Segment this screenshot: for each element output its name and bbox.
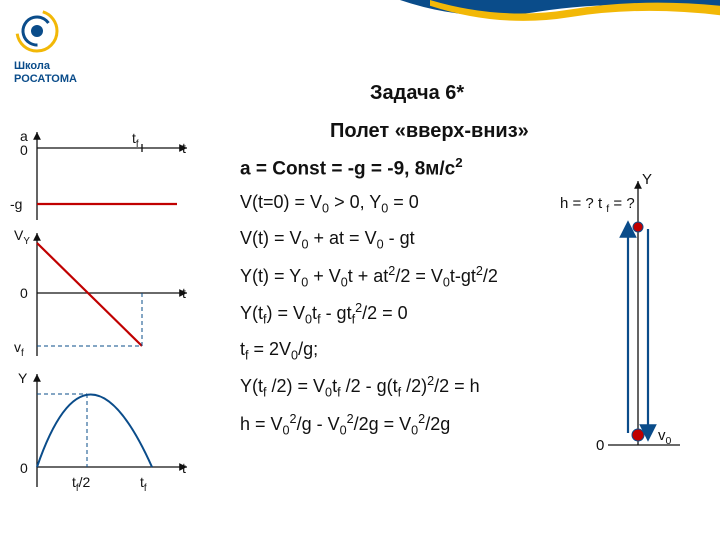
- traj-zero: 0: [596, 437, 604, 454]
- traj-v0: v0: [658, 427, 671, 447]
- chart-y-tf: tf: [140, 474, 147, 494]
- equations-block: a = Const = -g = -9, 8м/с2 V(t=0) = V0 >…: [240, 155, 498, 449]
- eq-8: h = V02/g - V02/2g = V02/2g: [240, 412, 498, 438]
- chart-velocity: VY 0 vf t: [22, 231, 212, 366]
- chart-position: Y 0 t tf/2 tf: [22, 372, 212, 497]
- charts-column: a 0 -g tf t VY 0 vf t: [22, 130, 212, 497]
- chart-a-svg: [22, 130, 192, 225]
- problem-title: Задача 6*: [370, 82, 464, 105]
- problem-subtitle: Полет «вверх-вниз»: [330, 120, 529, 143]
- logo-text-top: Школа: [14, 61, 104, 72]
- eq-4: Y(t) = Y0 + V0t + at2/2 = V0t-gt2/2: [240, 264, 498, 290]
- trajectory-diagram: Y h = ? t f = ? v0 0: [550, 175, 690, 485]
- chart-a-zero: 0: [20, 142, 28, 158]
- eq-1: a = Const = -g = -9, 8м/с2: [240, 155, 498, 180]
- chart-v-ylabel: VY: [14, 227, 30, 247]
- logo-text-bottom: РОСАТОМА: [14, 74, 104, 85]
- chart-y-zero: 0: [20, 460, 28, 476]
- chart-a-t: t: [182, 140, 186, 156]
- logo: Школа РОСАТОМА: [14, 8, 104, 85]
- eq-2: V(t=0) = V0 > 0, Y0 = 0: [240, 192, 498, 216]
- eq-5: Y(tf) = V0tf - gtf2/2 = 0: [240, 301, 498, 327]
- traj-ylabel: Y: [642, 171, 652, 188]
- chart-y-svg: [22, 372, 192, 492]
- chart-v-vf: vf: [14, 339, 24, 359]
- chart-y-tf2: tf/2: [72, 474, 90, 494]
- chart-v-t: t: [182, 285, 186, 301]
- logo-swirl-icon: [14, 8, 60, 54]
- header-stripe: [0, 0, 720, 38]
- chart-v-svg: [22, 231, 192, 361]
- traj-question: h = ? t f = ?: [560, 195, 635, 215]
- chart-y-ylabel: Y: [18, 370, 27, 386]
- eq-6: tf = 2V0/g;: [240, 339, 498, 363]
- chart-a-tf: tf: [132, 130, 139, 150]
- chart-a-negg: -g: [10, 196, 22, 212]
- eq-3: V(t) = V0 + at = V0 - gt: [240, 228, 498, 252]
- eq-7: Y(tf /2) = V0tf /2 - g(tf /2)2/2 = h: [240, 374, 498, 400]
- chart-y-t: t: [182, 460, 186, 476]
- chart-v-zero: 0: [20, 285, 28, 301]
- chart-acceleration: a 0 -g tf t: [22, 130, 212, 225]
